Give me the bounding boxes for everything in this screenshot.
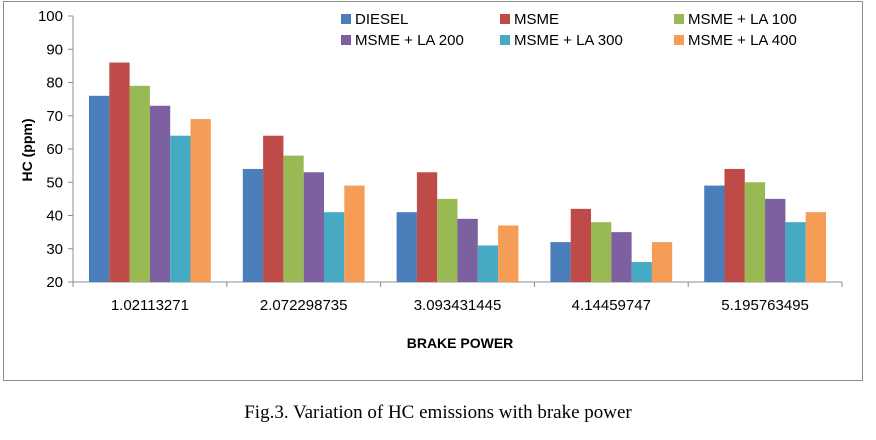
y-tick-label: 40	[46, 208, 63, 225]
legend-swatch	[500, 14, 510, 24]
legend-swatch	[341, 14, 351, 24]
bar	[190, 119, 211, 282]
bar	[242, 168, 264, 282]
legend-label: MSME + LA 400	[688, 32, 797, 49]
bars	[89, 62, 826, 283]
bar	[109, 62, 130, 282]
bar	[550, 242, 571, 282]
y-axis-title: HC (ppm)	[19, 119, 35, 182]
legend-item: MSME + LA 300	[500, 32, 623, 49]
bar	[765, 198, 786, 282]
bar	[170, 135, 191, 282]
x-tick-label: 2.072298735	[260, 297, 348, 314]
bar	[498, 225, 519, 282]
y-tick-label: 90	[46, 41, 63, 58]
x-axis-title: BRAKE POWER	[407, 335, 514, 351]
legend-item: MSME + LA 100	[674, 11, 797, 28]
bar	[303, 172, 324, 282]
bar	[805, 212, 826, 282]
y-tick-label: 20	[46, 274, 63, 291]
bar	[324, 212, 345, 282]
bar	[283, 155, 304, 282]
legend-label: MSME + LA 100	[688, 11, 797, 28]
legend-label: MSME + LA 300	[514, 32, 623, 49]
bar	[724, 168, 745, 282]
y-tick-label: 30	[46, 241, 63, 258]
bar	[785, 222, 806, 282]
bar	[89, 95, 110, 282]
x-tick-label: 3.093431445	[414, 297, 502, 314]
bar	[477, 245, 499, 282]
bar	[396, 212, 417, 282]
x-tick-label: 5.195763495	[721, 297, 809, 314]
y-tick-label: 100	[38, 8, 63, 25]
figure-caption: Fig.3. Variation of HC emissions with br…	[244, 402, 632, 423]
bar	[744, 182, 766, 282]
bar	[611, 232, 632, 282]
bar	[263, 135, 284, 282]
bar	[344, 185, 365, 282]
legend: DIESEL MSME MSME + LA 100 MSME + LA 200 MSME…	[341, 11, 797, 49]
legend-label: MSME + LA 200	[355, 32, 464, 49]
y-tick-label: 60	[46, 141, 63, 158]
legend-item: MSME + LA 400	[674, 32, 797, 49]
bar	[631, 262, 652, 282]
y-tick-label: 70	[46, 108, 63, 125]
legend-swatch	[500, 35, 510, 45]
legend-item: MSME + LA 200	[341, 32, 464, 49]
legend-swatch	[674, 14, 684, 24]
x-tick-label: 1.02113271	[111, 297, 189, 314]
bar	[570, 208, 591, 282]
y-axis: 20 30 40 50 60 70 80 90 100	[38, 8, 74, 291]
legend-label: DIESEL	[355, 11, 408, 28]
y-tick-label: 50	[46, 174, 63, 191]
x-axis: 1.02113271 2.072298735 3.093431445 4.144597…	[72, 281, 843, 314]
bar	[437, 198, 458, 282]
legend-item: MSME	[500, 11, 559, 28]
bar	[149, 105, 171, 283]
bar	[704, 185, 725, 282]
legend-swatch	[674, 35, 684, 45]
bar	[129, 85, 150, 282]
hc-bar-chart: 20 30 40 50 60 70 80 90 100 1.02113271 2.07229873…	[19, 8, 843, 351]
bar	[651, 242, 673, 282]
x-tick-label: 4.14459747	[572, 297, 651, 314]
bar	[416, 172, 438, 282]
bar	[457, 218, 478, 282]
legend-item: DIESEL	[341, 11, 408, 28]
y-tick-label: 80	[46, 75, 63, 92]
legend-swatch	[341, 35, 351, 45]
legend-label: MSME	[514, 11, 559, 28]
bar	[591, 222, 612, 282]
